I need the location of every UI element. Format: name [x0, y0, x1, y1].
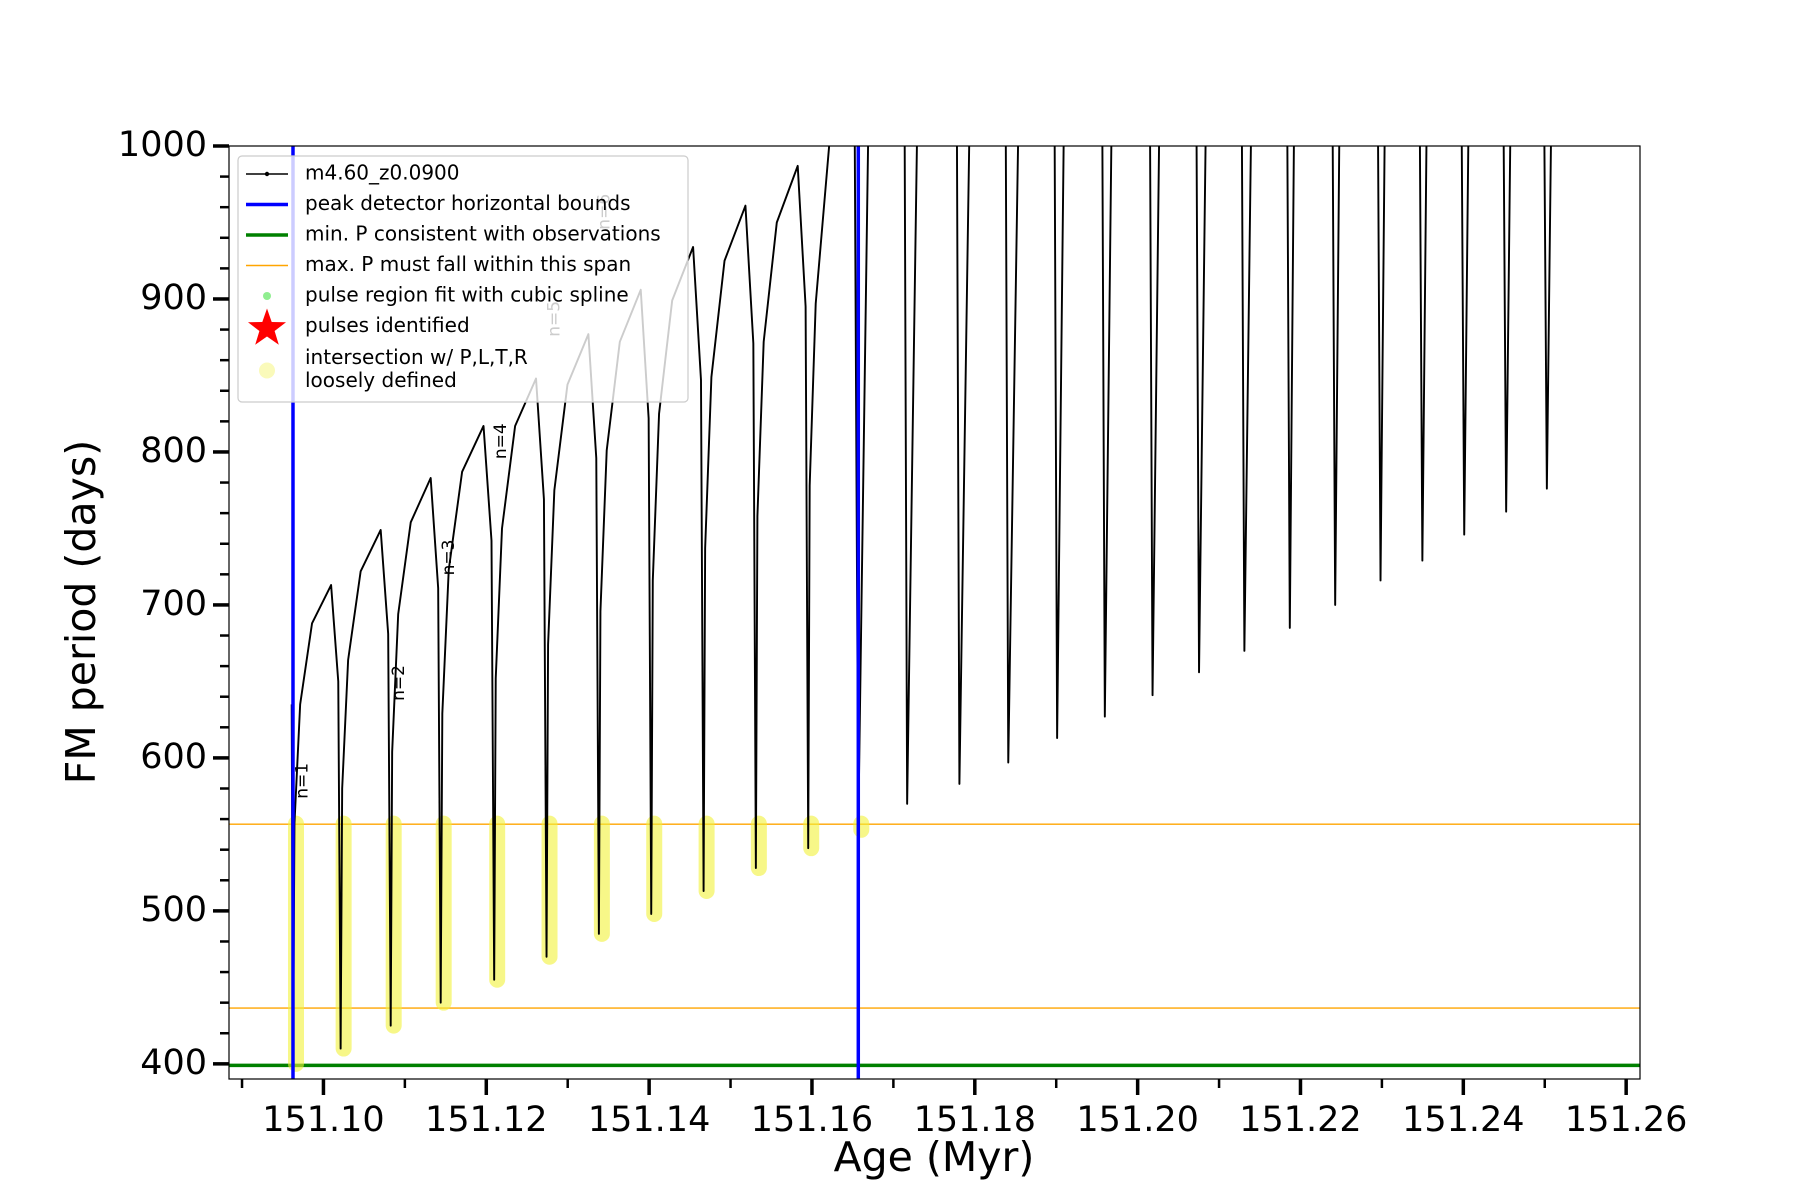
- legend-label: intersection w/ P,L,T,R: [305, 345, 528, 369]
- plot-area: [229, 146, 1640, 1079]
- x-tick-label: 151.16: [751, 1100, 873, 1140]
- legend-label: pulse region fit with cubic spline: [305, 283, 629, 307]
- annotation: n=4: [491, 423, 511, 459]
- legend-label: min. P consistent with observations: [305, 222, 661, 246]
- x-tick-label: 151.22: [1239, 1100, 1361, 1140]
- x-tick-label: 151.10: [262, 1100, 384, 1140]
- legend-label: peak detector horizontal bounds: [305, 191, 631, 215]
- annotation: n=1: [292, 763, 312, 799]
- x-tick-label: 151.26: [1565, 1100, 1687, 1140]
- y-tick-label: 700: [140, 584, 207, 624]
- legend-label: m4.60_z0.0900: [305, 161, 460, 185]
- legend-marker: [248, 308, 286, 345]
- legend-marker: [259, 362, 275, 379]
- annotation: n=3: [439, 540, 459, 576]
- y-tick-label: 400: [140, 1043, 207, 1083]
- y-tick-label: 500: [140, 890, 207, 930]
- legend-label: loosely defined: [305, 368, 457, 392]
- legend-marker-dot: [264, 171, 270, 177]
- x-tick-label: 151.24: [1402, 1100, 1524, 1140]
- plot-frame: [228, 145, 1641, 1080]
- legend-label: max. P must fall within this span: [305, 252, 631, 276]
- x-tick-label: 151.12: [425, 1100, 547, 1140]
- y-tick-label: 900: [140, 278, 207, 318]
- legend-box: [237, 155, 689, 403]
- x-tick-label: 151.14: [588, 1100, 710, 1140]
- legend-marker: [263, 292, 271, 300]
- y-tick-label: 1000: [118, 125, 207, 165]
- legend-label: pulses identified: [305, 313, 470, 337]
- y-tick-label: 800: [140, 431, 207, 471]
- annotation: n=2: [389, 665, 409, 701]
- x-axis-label: Age (Myr): [834, 1133, 1035, 1181]
- y-tick-label: 600: [140, 737, 207, 777]
- x-tick-label: 151.20: [1076, 1100, 1198, 1140]
- y-axis-label: FM period (days): [57, 440, 105, 784]
- x-tick-label: 151.18: [914, 1100, 1036, 1140]
